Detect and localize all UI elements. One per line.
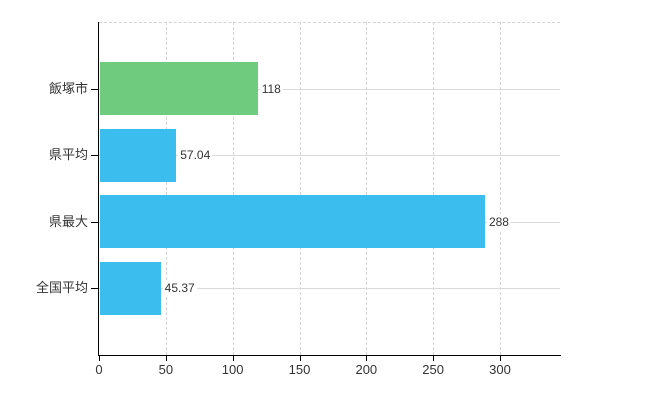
bar[interactable] (100, 195, 485, 249)
y-axis-tick (91, 288, 98, 290)
bar-value-label: 57.04 (178, 147, 213, 164)
x-axis-tick-label: 0 (95, 362, 103, 377)
category-gridline (99, 288, 560, 290)
bar-value-label: 45.37 (162, 280, 197, 297)
bar[interactable] (100, 128, 177, 182)
x-axis-tick (299, 355, 301, 361)
y-axis-tick (91, 155, 98, 157)
bar[interactable] (100, 261, 161, 315)
x-axis-tick (165, 355, 167, 361)
bar-value-label: 288 (486, 213, 511, 230)
x-axis-tick (366, 355, 368, 361)
category-gridline (99, 88, 560, 90)
category-gridline (99, 155, 560, 157)
x-axis-tick-label: 100 (221, 362, 244, 377)
category-label: 県平均 (48, 147, 88, 163)
x-axis-tick-label: 150 (288, 362, 311, 377)
y-axis-tick (91, 88, 98, 90)
x-axis-tick-label: 300 (489, 362, 511, 377)
x-gridline (299, 22, 301, 355)
x-axis-tick-label: 250 (422, 362, 445, 377)
x-axis-tick (232, 355, 234, 361)
x-gridline (433, 22, 435, 355)
x-axis-tick-label: 50 (158, 362, 174, 377)
category-label: 全国平均 (35, 280, 88, 296)
category-label: 飯塚市 (48, 80, 88, 96)
x-axis-tick (433, 355, 435, 361)
y-axis-tick (91, 221, 98, 223)
bar-value-label: 118 (259, 80, 283, 97)
x-gridline (165, 22, 167, 355)
y-axis-line (98, 22, 99, 356)
x-axis-tick-label: 200 (355, 362, 378, 377)
x-axis-line (98, 355, 561, 356)
x-gridline (232, 22, 234, 355)
x-gridline (366, 22, 368, 355)
category-label: 県最大 (48, 213, 88, 229)
x-gridline (500, 22, 501, 355)
bar[interactable] (100, 62, 258, 116)
plot-top-border (99, 22, 560, 23)
x-axis-tick (99, 355, 100, 361)
x-axis-tick (500, 355, 501, 361)
